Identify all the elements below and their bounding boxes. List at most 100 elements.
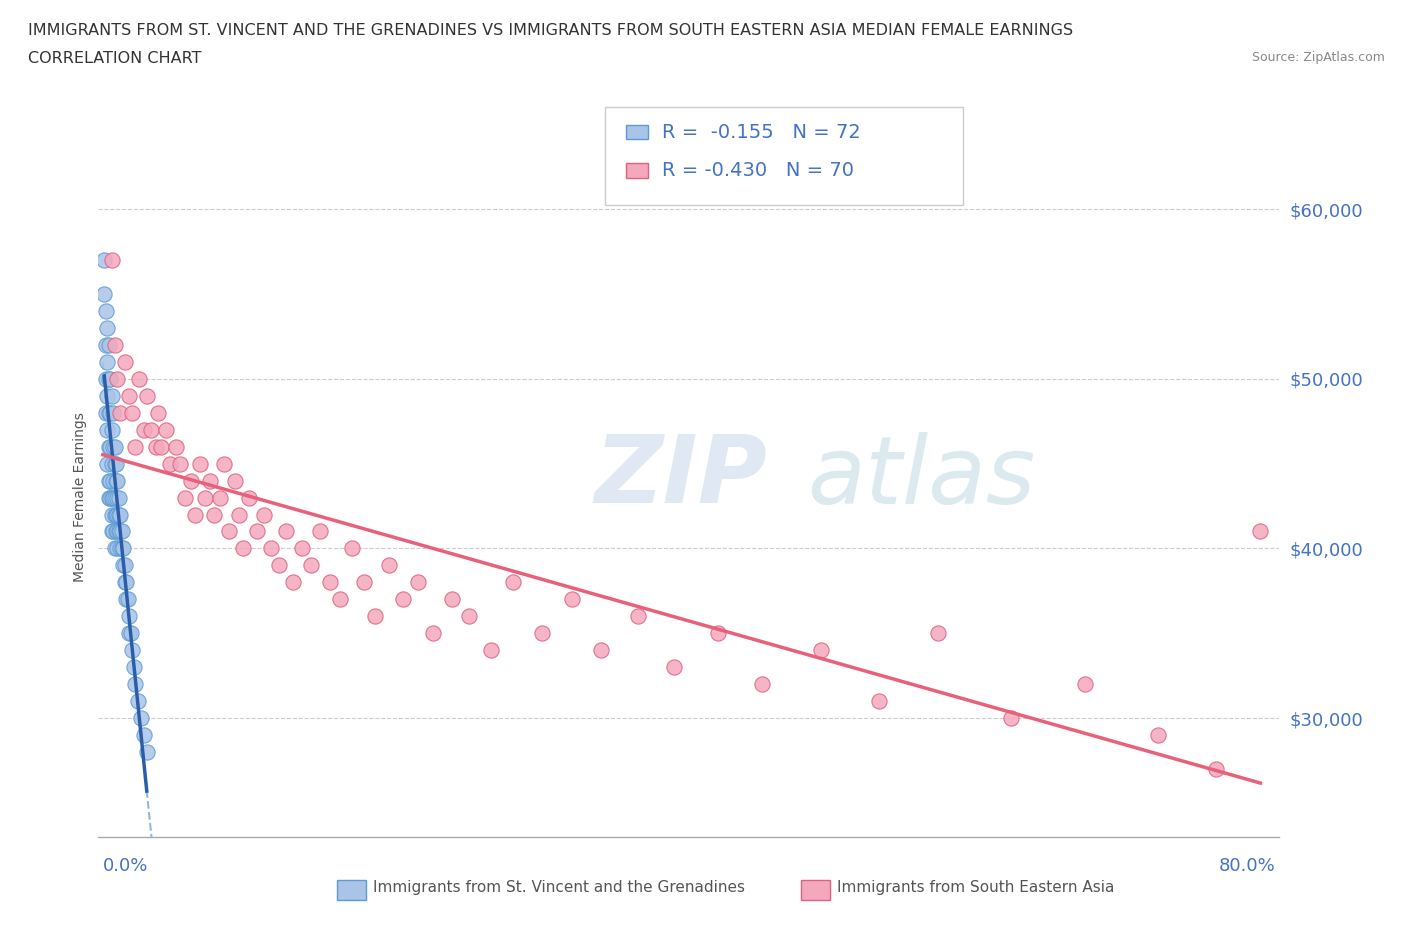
Text: Source: ZipAtlas.com: Source: ZipAtlas.com [1251,51,1385,64]
Point [253,507,276,522]
Point [101,473,124,488]
Point [107,525,129,539]
Point [274,525,297,539]
Point [105,525,128,539]
Point [98,490,121,505]
Point [107,490,129,505]
Point [107,473,129,488]
Point [115,592,138,607]
Point [1146,728,1168,743]
Point [1073,677,1095,692]
Point [105,507,128,522]
Point [114,575,136,590]
Point [329,592,352,607]
Point [148,405,170,420]
Point [96,321,118,336]
Point [299,558,322,573]
Point [340,541,363,556]
Text: ZIP: ZIP [595,432,768,524]
Point [267,558,290,573]
Point [664,660,686,675]
Point [751,677,773,692]
Point [135,389,157,404]
Point [94,405,117,420]
Point [422,626,444,641]
Point [103,338,125,352]
Point [135,745,157,760]
Point [110,507,132,522]
Point [98,371,121,386]
Point [392,592,415,607]
Point [224,473,246,488]
Point [100,525,122,539]
Point [118,626,141,641]
Point [114,354,136,369]
Point [117,592,139,607]
Point [1205,762,1227,777]
Point [128,371,150,386]
Point [319,575,342,590]
Point [107,371,129,386]
Point [1249,525,1271,539]
Point [589,643,612,658]
Point [98,473,121,488]
Point [561,592,583,607]
Point [173,490,195,505]
Y-axis label: Median Female Earnings: Median Female Earnings [73,413,87,582]
Point [198,473,221,488]
Point [115,575,138,590]
Point [194,490,217,505]
Point [101,405,124,420]
Point [107,541,129,556]
Point [110,541,132,556]
Point [479,643,502,658]
Point [93,253,115,268]
Point [100,490,122,505]
Point [868,694,890,709]
Point [228,507,250,522]
Point [291,541,314,556]
Point [458,609,481,624]
Point [440,592,463,607]
Point [209,490,232,505]
Point [364,609,387,624]
Point [97,338,120,352]
Point [100,422,122,437]
Point [124,677,146,692]
Point [101,525,124,539]
Point [103,439,125,454]
Point [97,405,120,420]
Text: IMMIGRANTS FROM ST. VINCENT AND THE GRENADINES VS IMMIGRANTS FROM SOUTH EASTERN : IMMIGRANTS FROM ST. VINCENT AND THE GREN… [28,23,1073,38]
Point [96,457,118,472]
Point [100,507,122,522]
Point [105,457,128,472]
Point [169,457,191,472]
Point [531,626,554,641]
Text: Immigrants from South Eastern Asia: Immigrants from South Eastern Asia [837,880,1114,895]
Text: atlas: atlas [807,432,1035,523]
Point [111,525,134,539]
Point [627,609,650,624]
Point [141,422,163,437]
Point [108,525,131,539]
Point [110,525,132,539]
Point [810,643,832,658]
Point [121,643,143,658]
Point [124,439,146,454]
Point [129,711,152,725]
Point [96,422,118,437]
Point [707,626,730,641]
Point [159,457,181,472]
Point [155,422,177,437]
Point [96,354,118,369]
Point [98,405,121,420]
Point [406,575,429,590]
Point [94,303,117,318]
Point [188,457,211,472]
Text: R =  -0.155   N = 72: R = -0.155 N = 72 [662,123,860,141]
Point [145,439,167,454]
Point [132,728,155,743]
Text: 0.0%: 0.0% [103,857,148,875]
Point [122,660,145,675]
Point [100,389,122,404]
